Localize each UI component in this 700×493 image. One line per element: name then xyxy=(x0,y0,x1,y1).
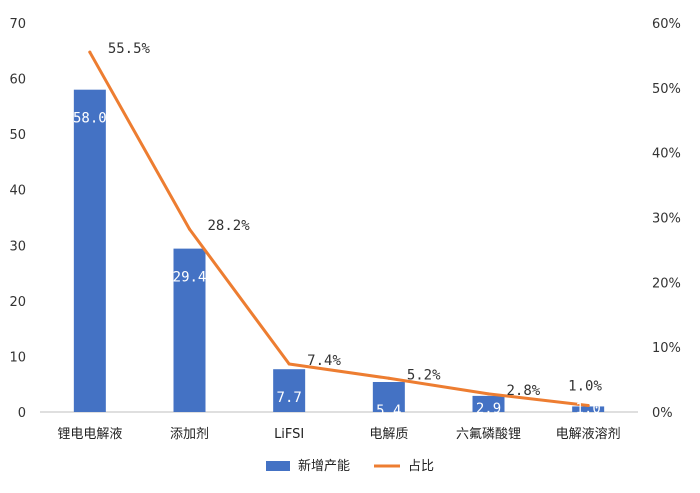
y-right-tick-label: 0% xyxy=(652,406,673,421)
line-data-label: 55.5% xyxy=(108,41,151,57)
bar-data-label: 7.7 xyxy=(277,390,302,406)
line-point xyxy=(487,392,490,396)
line-data-label: 28.2% xyxy=(208,218,251,234)
y-right-tick-label: 40% xyxy=(652,147,681,162)
y-right-tick-label: 20% xyxy=(652,276,681,291)
line-point xyxy=(188,227,191,231)
y-left-tick-label: 30 xyxy=(9,239,26,254)
line-point xyxy=(287,362,291,366)
bar xyxy=(472,395,505,412)
line-point xyxy=(88,50,92,54)
bar-data-label: 2.9 xyxy=(476,401,501,417)
legend-bar-label: 新增产能 xyxy=(298,458,350,474)
data-labels: 58.0 29.4 7.7 5.4 2.9 1.0 55.5% 28.2% 7.4% 5.2% 2.… xyxy=(73,41,602,419)
y-left-tick-label: 40 xyxy=(9,184,26,199)
bar-data-label: 5.4 xyxy=(376,403,401,419)
legend-bar-swatch xyxy=(266,461,290,471)
line-point xyxy=(586,404,590,408)
line-data-label: 2.8% xyxy=(507,383,541,399)
x-category-label: 添加剂 xyxy=(170,427,209,442)
line-path xyxy=(88,50,590,408)
y-right-tick-label: 60% xyxy=(652,17,681,32)
line-point xyxy=(387,376,391,380)
x-category-label: 电解质 xyxy=(369,427,408,442)
legend: 新增产能 占比 xyxy=(266,458,434,474)
y-left-tick-label: 20 xyxy=(9,295,26,310)
y-left-tick-label: 70 xyxy=(9,17,26,32)
y-left-tick-label: 60 xyxy=(9,73,26,88)
line-data-label: 1.0% xyxy=(568,379,602,395)
y-right-tick-label: 50% xyxy=(652,82,681,97)
line-series xyxy=(88,50,590,408)
y-left-tick-label: 50 xyxy=(9,128,26,143)
x-category-label: LiFSI xyxy=(274,427,304,442)
x-category-label: 电解液溶剂 xyxy=(556,427,621,442)
x-category-label: 锂电电解液 xyxy=(57,427,122,442)
legend-line-label: 占比 xyxy=(408,459,434,474)
line-data-label: 7.4% xyxy=(307,353,341,369)
bar-data-label: 29.4 xyxy=(173,270,207,286)
bar-data-label: 58.0 xyxy=(73,111,107,127)
axes: 0 10 20 30 40 50 60 70 0% 10% 20% 30% 40% 50% 60% 锂电电解液… xyxy=(9,17,680,442)
x-category-label: 六氟磷酸锂 xyxy=(456,427,521,442)
bar-series xyxy=(73,89,605,412)
bar xyxy=(572,406,605,412)
bar-data-label: 1.0 xyxy=(576,401,601,417)
y-left-tick-label: 10 xyxy=(9,350,26,365)
line-data-label: 5.2% xyxy=(407,367,441,383)
y-right-tick-label: 10% xyxy=(652,341,681,356)
y-right-tick-label: 30% xyxy=(652,212,681,227)
bar xyxy=(372,381,405,412)
bar xyxy=(73,89,106,412)
y-left-tick-label: 0 xyxy=(18,406,26,421)
bar xyxy=(173,248,206,412)
bar xyxy=(273,369,306,412)
